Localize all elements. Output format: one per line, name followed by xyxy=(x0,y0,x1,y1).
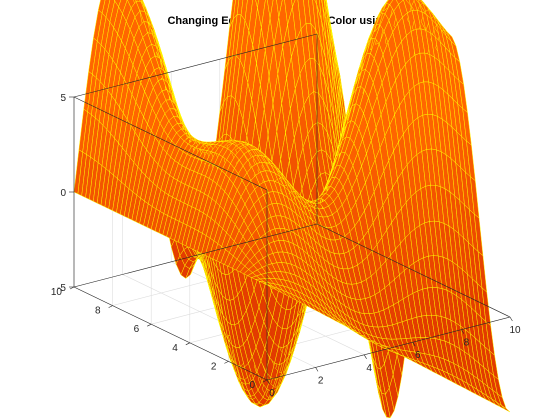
y-tick-mark xyxy=(147,323,152,327)
y-tick-mark xyxy=(69,286,75,290)
x-tick-label: 6 xyxy=(415,350,421,361)
z-tick-label: 0 xyxy=(60,188,66,199)
surface-layer xyxy=(73,0,511,419)
axes-box-edge xyxy=(73,223,318,288)
y-tick-label: 8 xyxy=(95,306,101,317)
axes-box-edge xyxy=(73,33,318,98)
x-tick-label: 4 xyxy=(366,363,372,374)
y-tick-mark xyxy=(108,305,113,308)
x-tick-mark xyxy=(461,329,465,334)
y-tick-label: 10 xyxy=(51,287,63,298)
surface-patch xyxy=(114,0,122,8)
surface-patch xyxy=(240,0,248,21)
axes-box-edge xyxy=(73,96,268,191)
x-tick-mark xyxy=(509,316,513,322)
z-tick-label: 5 xyxy=(60,93,66,104)
surface-patch xyxy=(229,0,236,28)
x-tick-mark xyxy=(412,342,416,347)
surface-patch xyxy=(98,0,106,14)
x-tick-label: 0 xyxy=(269,388,275,399)
y-tick-mark xyxy=(262,379,268,383)
x-tick-mark xyxy=(363,354,367,359)
z-tick-label: -5 xyxy=(57,283,66,294)
y-tick-label: 2 xyxy=(211,361,217,372)
surface-patch xyxy=(233,0,240,20)
y-tick-label: 4 xyxy=(172,343,178,354)
surface-patch xyxy=(501,405,511,413)
y-tick-mark xyxy=(224,361,229,364)
surface-patch xyxy=(385,0,394,5)
x-tick-label: 10 xyxy=(509,325,521,336)
x-tick-mark xyxy=(266,379,270,385)
axes-box xyxy=(73,33,511,381)
surface-patch xyxy=(267,0,274,19)
x-tick-label: 2 xyxy=(318,375,324,386)
axes-box-edge xyxy=(316,223,511,318)
x-tick-mark xyxy=(315,367,319,372)
surface-patch xyxy=(386,0,389,2)
y-tick-mark xyxy=(185,342,190,346)
axes-box-edge xyxy=(73,286,268,381)
axes-box-edge xyxy=(266,316,511,381)
x-tick-label: 8 xyxy=(464,338,470,349)
y-tick-label: 6 xyxy=(134,324,140,335)
surface-patch xyxy=(255,0,259,8)
y-tick-label: 0 xyxy=(249,380,255,391)
